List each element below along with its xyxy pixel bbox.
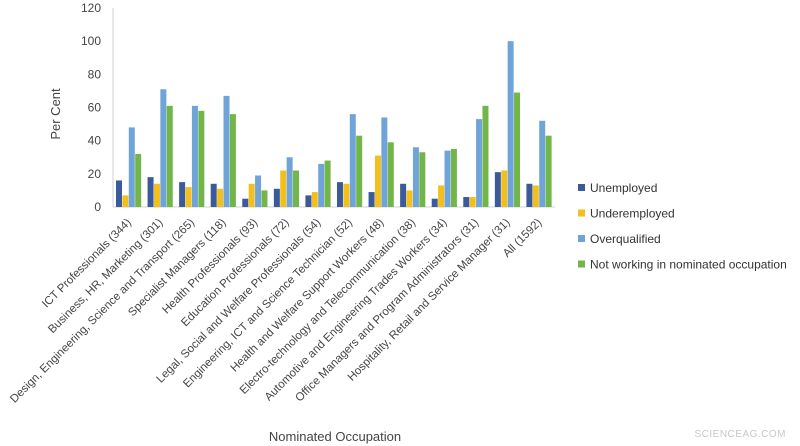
y-tick-label: 120 (81, 1, 101, 15)
x-axis-title: Nominated Occupation (269, 429, 401, 444)
bar (336, 182, 343, 207)
bar (381, 117, 388, 207)
bar (191, 105, 198, 207)
bar (343, 183, 350, 207)
bar (280, 170, 287, 207)
bar (412, 147, 419, 207)
bar (532, 185, 539, 207)
legend-label: Underemployed (590, 207, 675, 221)
legend-swatch (578, 209, 585, 217)
y-tick-label: 60 (88, 101, 102, 115)
bar (305, 195, 312, 207)
bar (431, 198, 438, 207)
bar (356, 135, 363, 207)
x-category-label: Business, HR, Marketing (301) (46, 217, 165, 336)
bar (349, 114, 356, 207)
bar (324, 160, 331, 207)
legend-swatch (578, 235, 585, 242)
bar (242, 198, 249, 207)
bar (444, 150, 451, 207)
bar (293, 170, 300, 207)
y-tick-label: 20 (88, 167, 102, 181)
bar (526, 183, 533, 207)
bar (135, 153, 142, 207)
bar (261, 190, 268, 207)
plot-area: 0 20 40 60 80 100 120 ICT Professionals (344)B… (8, 1, 555, 405)
bar (368, 192, 375, 207)
y-tick-label: 80 (88, 67, 102, 81)
bar (476, 119, 483, 207)
bar (419, 152, 426, 207)
bar (166, 105, 173, 207)
bar (545, 135, 552, 207)
bar (463, 197, 470, 207)
bar (387, 142, 394, 207)
legend-label: Overqualified (590, 232, 661, 246)
bar (514, 92, 521, 207)
bar (501, 170, 508, 207)
legend-swatch (578, 260, 585, 268)
legend-label: Unemployed (590, 181, 657, 195)
watermark: SCIENCEAG.COM (694, 429, 786, 440)
bar (273, 188, 280, 207)
y-tick-labels: 0 20 40 60 80 100 120 (81, 1, 101, 214)
bar (482, 105, 489, 207)
bar (450, 148, 457, 207)
bar (286, 157, 293, 207)
bar (115, 180, 122, 207)
bar (469, 197, 476, 207)
bar (507, 41, 514, 207)
y-tick-label: 40 (88, 134, 102, 148)
bars (115, 41, 552, 207)
bar (248, 183, 255, 207)
x-category-labels: ICT Professionals (344)Business, HR, Mar… (8, 217, 544, 406)
bar (185, 187, 192, 207)
bar (406, 190, 413, 207)
bar (223, 95, 230, 207)
bar (374, 155, 381, 207)
legend: Unemployed Underemployed Overqualified Not … (578, 181, 787, 272)
bar (494, 172, 501, 207)
bar (438, 185, 445, 207)
bar (160, 89, 167, 207)
bar (153, 183, 160, 207)
bar (122, 195, 129, 207)
bar (217, 188, 224, 207)
y-tick-label: 100 (81, 34, 101, 48)
bar (179, 182, 186, 207)
bar (147, 177, 154, 207)
bar (128, 127, 135, 207)
bar (198, 110, 205, 207)
bar (229, 114, 236, 207)
y-axis-title: Per Cent (48, 88, 63, 140)
bar (318, 163, 325, 207)
bar (311, 192, 318, 207)
bar (255, 175, 262, 207)
y-tick-label: 0 (94, 200, 101, 214)
bar (400, 183, 407, 207)
legend-label: Not working in nominated occupation (590, 258, 787, 272)
bar (539, 120, 546, 207)
bar (210, 183, 217, 207)
legend-swatch (578, 184, 585, 191)
